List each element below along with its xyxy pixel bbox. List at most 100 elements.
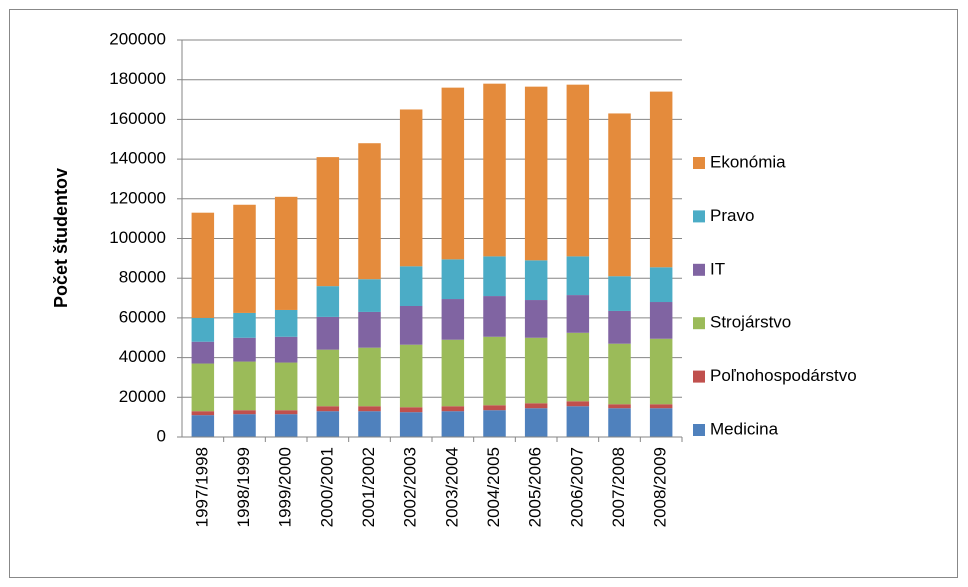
bar-segment: [566, 406, 590, 437]
legend-label: Pravo: [710, 206, 754, 225]
bar-segment: [608, 310, 631, 344]
legend-swatch: [693, 370, 705, 383]
legend-label: Strojárstvo: [710, 313, 791, 332]
y-tick-label: 160000: [109, 109, 166, 128]
x-tick-label: 2004/2005: [484, 447, 503, 527]
bar-segment: [399, 407, 423, 413]
bar-segment: [191, 341, 215, 364]
bar-segment: [316, 286, 340, 317]
bar-segment: [608, 276, 631, 311]
legend-swatch: [693, 263, 705, 276]
bar-segment: [608, 408, 631, 437]
legend-label: Medicina: [710, 419, 779, 438]
bar-segment: [233, 204, 256, 313]
bar-segment: [358, 347, 381, 407]
y-tick-label: 0: [157, 426, 166, 445]
y-tick-label: 120000: [109, 188, 166, 207]
bar-segment: [524, 337, 548, 404]
legend-swatch: [693, 317, 705, 330]
bar-segment: [399, 344, 423, 408]
bar-segment: [358, 311, 381, 348]
bar-segment: [566, 401, 590, 407]
bar-segment: [399, 266, 423, 306]
legend-swatch: [693, 424, 705, 436]
y-tick-label: 200000: [109, 29, 166, 48]
bar-segment: [441, 411, 465, 437]
bar-segment: [524, 86, 548, 261]
x-tick-label: 2008/2009: [651, 447, 670, 527]
x-tick-label: 2001/2002: [359, 447, 378, 527]
bar-segment: [483, 296, 506, 337]
x-tick-label: 2003/2004: [442, 447, 461, 527]
y-axis-label: Počet študentov: [51, 168, 71, 308]
bar-segment: [233, 312, 256, 338]
bar-segment: [191, 317, 215, 342]
x-tick-label: 1997/1998: [192, 447, 211, 527]
y-tick-label: 80000: [119, 268, 166, 287]
bar-segment: [649, 302, 673, 339]
bar-segment: [524, 408, 548, 437]
x-tick-label: 2006/2007: [567, 447, 586, 527]
bar-segment: [191, 363, 215, 412]
bar-segment: [483, 256, 506, 297]
bar-segment: [649, 408, 673, 437]
bar-segment: [316, 411, 340, 437]
legend-swatch: [693, 157, 705, 169]
legend-label: Poľnohospodárstvo: [710, 366, 857, 385]
y-tick-label: 180000: [109, 69, 166, 88]
bar-segment: [608, 113, 631, 277]
bar-segment: [358, 406, 381, 412]
bar-segment: [399, 305, 423, 345]
bar-segment: [316, 316, 340, 350]
bar-segment: [566, 332, 590, 402]
bar-segment: [399, 109, 423, 267]
x-tick-label: 2000/2001: [317, 447, 336, 527]
bar-segment: [191, 411, 215, 416]
legend-label: Ekonómia: [710, 152, 786, 171]
bar-segment: [233, 337, 256, 362]
bar-segment: [649, 267, 673, 303]
bar-segment: [441, 259, 465, 300]
y-tick-label: 100000: [109, 228, 166, 247]
bar-segment: [441, 87, 465, 260]
bar-segment: [191, 415, 215, 437]
bar-segment: [649, 338, 673, 405]
x-tick-label: 2005/2006: [526, 447, 545, 527]
bar-segment: [233, 414, 256, 437]
bar-segment: [316, 157, 340, 287]
bar-segment: [483, 405, 506, 411]
bar-segment: [441, 299, 465, 340]
bar-segment: [649, 91, 673, 268]
bar-segment: [191, 212, 215, 318]
y-tick-label: 140000: [109, 149, 166, 168]
bar-segment: [358, 411, 381, 437]
bar-segment: [483, 410, 506, 437]
bar-segment: [274, 414, 298, 437]
bar-segment: [524, 260, 548, 301]
bar-segment: [608, 404, 631, 409]
y-tick-label: 40000: [119, 347, 166, 366]
bar-segment: [649, 404, 673, 409]
x-tick-label: 1999/2000: [276, 447, 295, 527]
bar-segment: [274, 410, 298, 415]
bar-segment: [566, 256, 590, 296]
bar-segment: [566, 295, 590, 333]
bar-segment: [274, 336, 298, 363]
x-tick-label: 1998/1999: [234, 447, 253, 527]
bar-segment: [274, 196, 298, 310]
bar-segment: [358, 143, 381, 280]
x-tick-label: 2002/2003: [401, 447, 420, 527]
bar-segment: [316, 406, 340, 412]
bar-segment: [233, 410, 256, 415]
bar-segment: [358, 279, 381, 312]
bar-segment: [441, 406, 465, 412]
y-tick-label: 20000: [119, 387, 166, 406]
y-tick-label: 60000: [119, 307, 166, 326]
bar-segment: [274, 362, 298, 411]
legend-label: IT: [710, 259, 725, 278]
bar-segment: [399, 412, 423, 437]
bar-segment: [483, 336, 506, 406]
bar-segment: [608, 343, 631, 405]
bar-segment: [274, 309, 298, 337]
